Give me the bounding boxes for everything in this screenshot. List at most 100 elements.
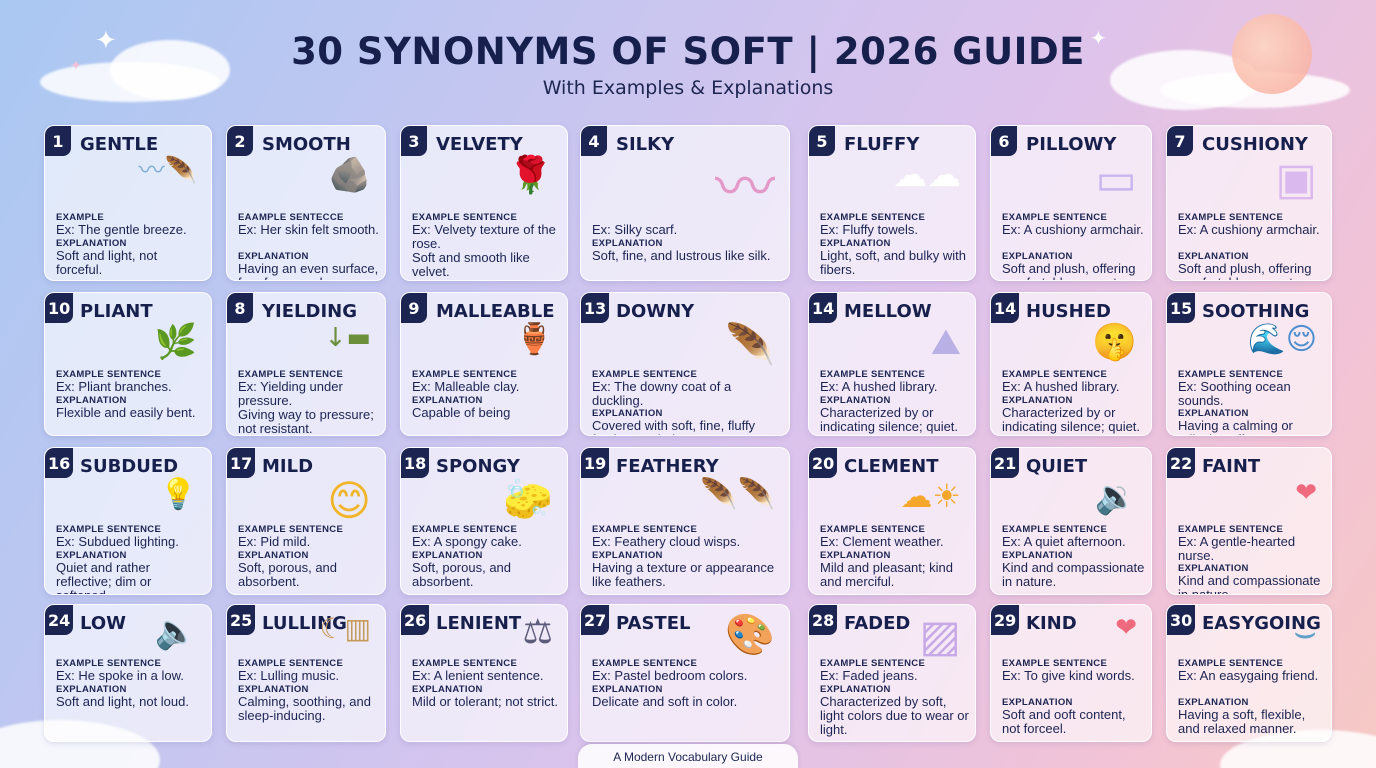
synonym-word: LOW bbox=[80, 613, 126, 634]
card-number: 30 bbox=[1167, 605, 1196, 635]
card-number: 3 bbox=[401, 126, 427, 156]
synonym-card: 18 SPONGY 🧽 EXAMPLE SENTENCE Ex: A spongy ca… bbox=[400, 447, 568, 595]
sun-decoration bbox=[1232, 14, 1312, 94]
example-label: EXAMPLE SENTENCE bbox=[1178, 369, 1284, 380]
sparkle-icon: ✦ bbox=[1090, 26, 1107, 50]
explanation-text: Capable of being bbox=[412, 405, 511, 420]
synonym-card: 27 PASTEL 🎨 EXAMPLE SENTENCE Ex: Pastel bedr… bbox=[580, 604, 790, 742]
synonym-card: 8 YIELDING ↓▬ EXAMPLE SENTENCE Ex: Yielding … bbox=[226, 292, 386, 436]
explanation-text: Characterized by or indicating silence; … bbox=[820, 405, 959, 434]
synonym-word: GENTLE bbox=[80, 134, 159, 155]
synonym-word: KIND bbox=[1026, 613, 1077, 634]
explanation-text: Having a calming or relieving effect. bbox=[1178, 418, 1293, 436]
synonym-card: 26 LENIENT ⚖ EXAMPLE SENTENCE Ex: A lenient … bbox=[400, 604, 568, 742]
wave-calm-face-icon: 🌊😌 bbox=[1248, 322, 1317, 357]
synonym-card: 9 MALLEABLE 🏺 EXAMPLE SENTENCE Ex: Malleable… bbox=[400, 292, 568, 436]
card-number: 13 bbox=[581, 293, 610, 323]
explanation-label: EXPLANATION bbox=[238, 550, 309, 561]
synonym-word: FAINT bbox=[1202, 456, 1261, 477]
explanation-label: EXPLANATION bbox=[412, 550, 483, 561]
example-label: EXAMPLE SENTENCE bbox=[1002, 212, 1108, 223]
palette-icon: 🎨 bbox=[725, 612, 775, 658]
example-sentence: Ex: Silky scarf. bbox=[592, 222, 678, 237]
example-label: EAAMPLE SENTECCE bbox=[238, 212, 344, 223]
example-sentence: Ex: Feathery cloud wisps. bbox=[592, 534, 741, 549]
example-label: EXAMPLE SENTENCE bbox=[1178, 524, 1284, 535]
synonym-word: VELVETY bbox=[436, 134, 523, 155]
card-number: 6 bbox=[991, 126, 1017, 156]
card-number: 27 bbox=[581, 605, 610, 635]
example-sentence: Ex: A quiet afternoon. bbox=[1002, 534, 1126, 549]
explanation-label: EXPLANATION bbox=[592, 238, 663, 249]
branch-icon: 🌿 bbox=[154, 322, 197, 362]
pillow-icon: ▭ bbox=[1095, 154, 1137, 205]
example-label: EXAMPLE SENTENCE bbox=[1178, 212, 1284, 223]
example-label: EXAMPLE SENTENCE bbox=[1002, 369, 1108, 380]
sun-cloud-icon: ☁☀ bbox=[900, 477, 961, 515]
synonym-card: 28 FADED ▨ EXAMPLE SENTENCE Ex: Faded jeans.… bbox=[808, 604, 976, 742]
sponge-icon: 🧽 bbox=[503, 477, 553, 523]
synonym-word: FLUFFY bbox=[844, 134, 920, 155]
synonym-card: 3 VELVETY 🌹 EXAMPLE SENTENCE Ex: Velvety tex… bbox=[400, 125, 568, 281]
faded-stamp-icon: ▨ bbox=[919, 611, 961, 662]
synonym-word: LULLING bbox=[262, 613, 347, 634]
example-label: EXAMPLE SENTENCE bbox=[56, 369, 162, 380]
explanation-text: Soft, fine, and lustrous like silk. bbox=[592, 248, 771, 263]
synonym-word: PASTEL bbox=[616, 613, 691, 634]
card-number: 24 bbox=[45, 605, 74, 635]
explanation-label: EXPLANATION bbox=[56, 684, 127, 695]
example-sentence: Ex: A lenient sentence. bbox=[412, 668, 544, 683]
synonym-word: YIELDING bbox=[262, 301, 357, 322]
example-sentence: Ex: Pastel bedroom colors. bbox=[592, 668, 748, 683]
example-label: EXAMPLE SENTENCE bbox=[56, 658, 162, 669]
synonym-word: FADED bbox=[844, 613, 911, 634]
explanation-label: EXPLANATION bbox=[592, 684, 663, 695]
smile-face-icon: 😊 bbox=[327, 476, 371, 525]
synonym-word: MILD bbox=[262, 456, 314, 477]
explanation-label: EXPLANATION bbox=[56, 238, 127, 249]
soil-arrow-icon: ↓▬ bbox=[324, 323, 371, 353]
quiet-speaker-icon: 🔉 bbox=[1094, 477, 1137, 517]
synonym-card: 14 MELLOW ⛰ EXAMPLE SENTENCE Ex: A hushed li… bbox=[808, 292, 976, 436]
explanation-text: Mild and pleasant; kind and merciful. bbox=[820, 560, 953, 589]
card-number: 28 bbox=[809, 605, 838, 635]
sparkle-icon: ✦ bbox=[70, 58, 82, 74]
synonym-card: 29 KIND ❤ EXAMPLE SENTENCE Ex: To give kind … bbox=[990, 604, 1152, 742]
explanation-text: Having an even surface, free from roughn… bbox=[238, 261, 379, 281]
example-label: EXAMPLE SENTENCE bbox=[238, 524, 344, 535]
explanation-text: Soft and plush, offering comfortable sup… bbox=[1002, 261, 1136, 281]
explanation-text: Characterized by or indicating silence; … bbox=[1002, 405, 1141, 434]
explanation-text: Having a texture or appearance like feat… bbox=[592, 560, 775, 589]
synonym-card: 24 LOW 🔈 EXAMPLE SENTENCE Ex: He spoke in a … bbox=[44, 604, 212, 742]
footer-label: A Modern Vocabulary Guide bbox=[578, 744, 798, 768]
synonym-word: QUIET bbox=[1026, 456, 1088, 477]
synonym-card: 20 CLEMENT ☁☀ EXAMPLE SENTENCE Ex: Clement w… bbox=[808, 447, 976, 595]
explanation-text: Flexible and easily bent. bbox=[56, 405, 196, 420]
card-number: 5 bbox=[809, 126, 835, 156]
example-sentence: Ex: Pliant branches. bbox=[56, 379, 172, 394]
example-sentence: Ex: Fluffy towels. bbox=[820, 222, 919, 237]
explanation-text: Light, soft, and bulky with fibers. bbox=[820, 248, 966, 277]
card-number: 14 bbox=[991, 293, 1020, 323]
shush-hand-icon: 🤫 bbox=[1092, 322, 1137, 363]
synonym-word: SILKY bbox=[616, 134, 675, 155]
synonym-card: 6 PILLOWY ▭ EXAMPLE SENTENCE Ex: A cushiony … bbox=[990, 125, 1152, 281]
mellow-hills-icon: ⛰ bbox=[930, 322, 961, 363]
synonym-word: SMOOTH bbox=[262, 134, 351, 155]
explanation-label: EXPLANATION bbox=[238, 251, 309, 262]
synonym-card: 14 HUSHED 🤫 EXAMPLE SENTENCE Ex: A hushed li… bbox=[990, 292, 1152, 436]
synonym-card: 30 EASYGOING ⌣ EXAMPLE SENTENCE Ex: An easyg… bbox=[1166, 604, 1332, 742]
explanation-label: EXPLANATION bbox=[1002, 550, 1073, 561]
explanation-text: Covered with soft, fine, fluffy feathers… bbox=[592, 418, 756, 436]
example-sentence: Ex: An easygaing friend. bbox=[1178, 668, 1319, 683]
synonym-card: 19 FEATHERY 🪶🪶 EXAMPLE SENTENCE Ex: Feathery… bbox=[580, 447, 790, 595]
synonym-word: MALLEABLE bbox=[436, 301, 555, 322]
card-number: 4 bbox=[581, 126, 607, 156]
card-number: 17 bbox=[227, 448, 256, 478]
synonym-word: CUSHIONY bbox=[1202, 134, 1308, 155]
explanation-label: EXPLANATION bbox=[820, 550, 891, 561]
card-number: 22 bbox=[1167, 448, 1196, 478]
explanation-label: EXPLANATION bbox=[412, 684, 483, 695]
silk-scarf-icon: 〰 bbox=[715, 153, 775, 223]
synonym-word: DOWNY bbox=[616, 301, 695, 322]
